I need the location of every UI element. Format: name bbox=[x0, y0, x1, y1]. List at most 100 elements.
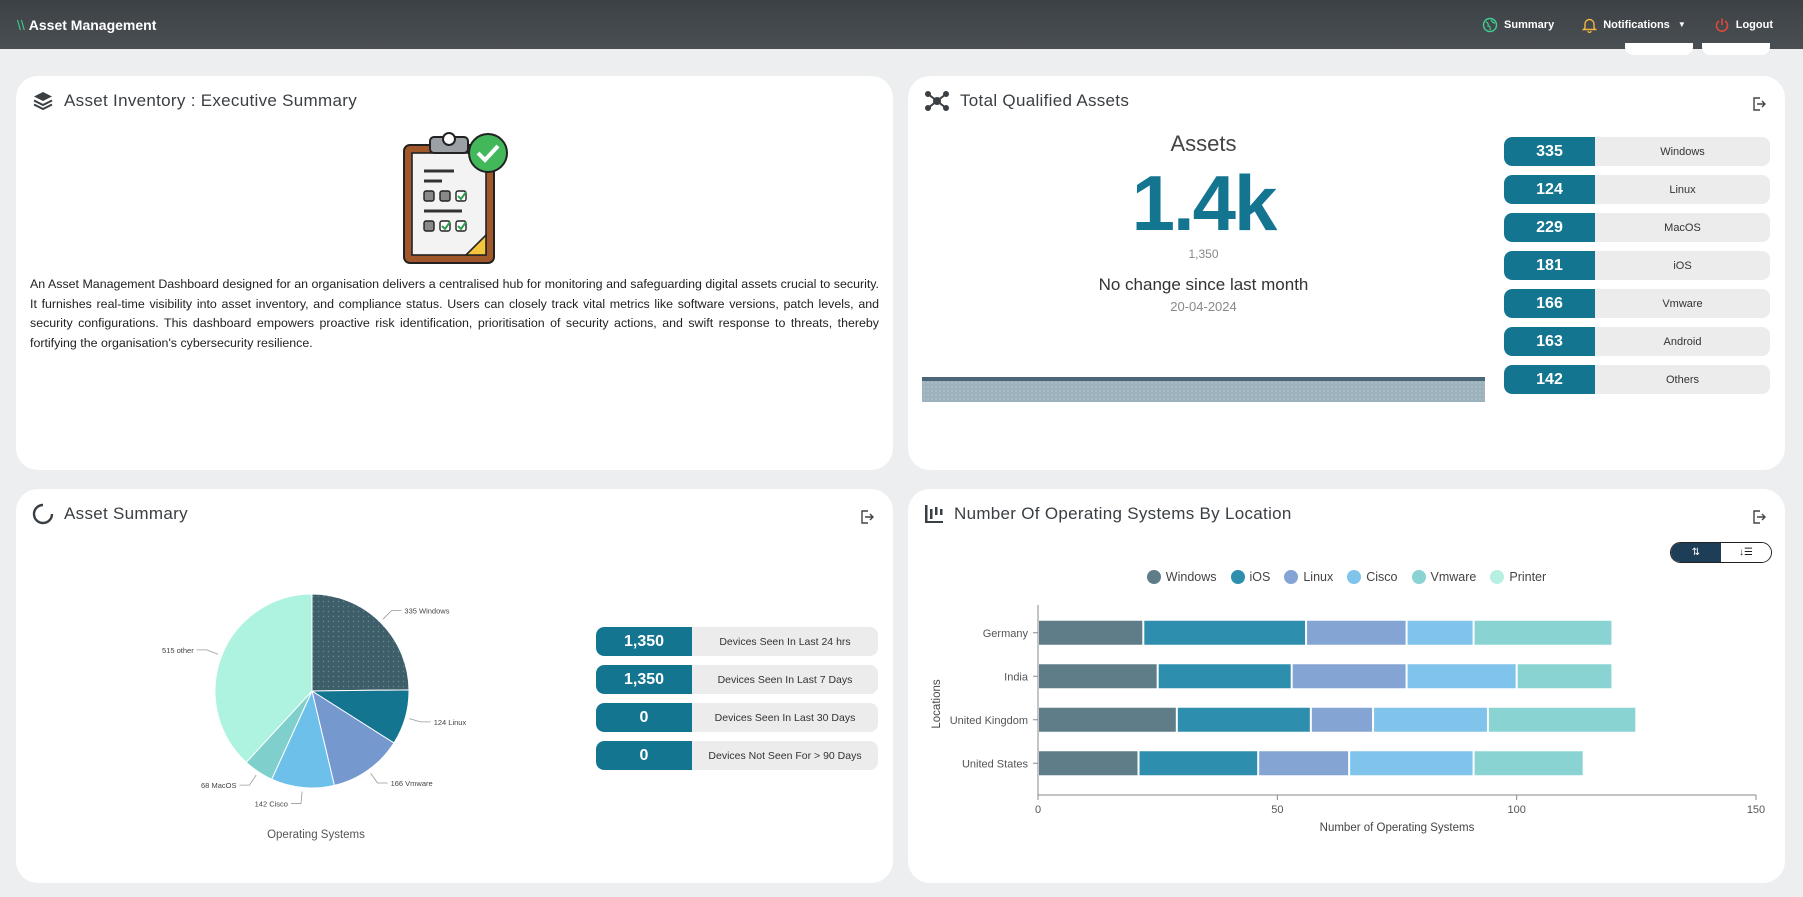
device-seen-list: 1,350 Devices Seen In Last 24 hrs 1,350 Dev… bbox=[596, 627, 878, 779]
notifications-label: Notifications bbox=[1603, 18, 1670, 31]
brand-logo-icon: \\ bbox=[17, 16, 25, 33]
bar-segment[interactable] bbox=[1177, 707, 1310, 732]
toolbar-button-2[interactable] bbox=[1702, 43, 1770, 55]
legend-dot bbox=[1284, 570, 1299, 584]
device-seen-row: 1,350 Devices Seen In Last 24 hrs bbox=[596, 627, 878, 656]
legend-entry[interactable]: Linux bbox=[1284, 570, 1333, 584]
device-seen-label: Devices Seen In Last 7 Days bbox=[717, 673, 853, 686]
legend-label: iOS bbox=[1249, 570, 1271, 584]
os-count-row: 163 Android bbox=[1504, 327, 1770, 356]
pie-slice[interactable] bbox=[214, 593, 313, 764]
os-count-label: Windows bbox=[1660, 145, 1705, 158]
executive-summary-header: Asset Inventory : Executive Summary bbox=[32, 90, 357, 112]
layers-icon bbox=[33, 92, 53, 111]
os-count-row: 142 Others bbox=[1504, 365, 1770, 394]
total-qualified-assets-card: Total Qualified Assets Assets 1.4k 1,350… bbox=[908, 76, 1785, 470]
legend-dot bbox=[1146, 570, 1161, 584]
qualified-assets-title: Total Qualified Assets bbox=[960, 91, 1130, 110]
pie-slice-label: 124 Linux bbox=[434, 718, 467, 727]
legend-entry[interactable]: iOS bbox=[1230, 570, 1271, 584]
os-count-row: 166 Vmware bbox=[1504, 289, 1770, 318]
bar-segment[interactable] bbox=[1474, 751, 1583, 776]
x-axis-title: Number of Operating Systems bbox=[1320, 822, 1475, 834]
assets-change-text: No change since last month bbox=[1098, 275, 1309, 294]
os-count-row: 181 iOS bbox=[1504, 251, 1770, 280]
pie-slice[interactable] bbox=[311, 689, 395, 786]
os-count-label: Android bbox=[1663, 335, 1702, 348]
sort-toggle[interactable]: ⇅ ↓☰ bbox=[1670, 542, 1772, 563]
app-title: Asset Management bbox=[28, 16, 157, 33]
bar-segment[interactable] bbox=[1158, 664, 1291, 689]
os-location-bar-chart: 0 50 100 150 Germany India United Kingdom Unite… bbox=[931, 605, 1765, 834]
bar-segment[interactable] bbox=[1374, 707, 1487, 732]
os-count-value: 335 bbox=[1504, 137, 1595, 166]
device-seen-value: 0 bbox=[596, 741, 692, 770]
y-tick-label: United States bbox=[962, 758, 1029, 770]
bar-segment[interactable] bbox=[1259, 751, 1349, 776]
notifications-dropdown[interactable]: Notifications ▼ bbox=[1582, 17, 1686, 33]
legend-dot bbox=[1490, 570, 1505, 584]
device-seen-value: 1,350 bbox=[596, 627, 692, 656]
bar-segment[interactable] bbox=[1039, 664, 1157, 689]
os-count-value: 181 bbox=[1504, 251, 1595, 280]
device-seen-row: 0 Devices Not Seen For > 90 Days bbox=[596, 741, 878, 770]
bar-segment[interactable] bbox=[1292, 664, 1406, 689]
chevron-down-icon: ▼ bbox=[1677, 20, 1686, 29]
bar-segment[interactable] bbox=[1144, 620, 1306, 645]
y-axis-title: Locations bbox=[931, 679, 943, 728]
legend-label: Vmware bbox=[1430, 570, 1477, 584]
bar-segment[interactable] bbox=[1307, 620, 1406, 645]
device-seen-label: Devices Seen In Last 24 hrs bbox=[719, 635, 851, 648]
os-count-row: 335 Windows bbox=[1504, 137, 1770, 166]
legend-entry[interactable]: Cisco bbox=[1347, 570, 1398, 584]
assets-kpi: Assets 1.4k 1,350 No change since last m… bbox=[922, 131, 1485, 314]
legend-entry[interactable]: Windows bbox=[1146, 570, 1217, 584]
network-hub-icon bbox=[925, 91, 949, 111]
legend-entry[interactable]: Printer bbox=[1490, 570, 1546, 584]
os-by-location-title: Number Of Operating Systems By Location bbox=[954, 504, 1292, 523]
pie-label-leader bbox=[196, 649, 219, 655]
bar-segment[interactable] bbox=[1039, 751, 1138, 776]
bar-segment[interactable] bbox=[1039, 707, 1176, 732]
brand[interactable]: \\ Asset Management bbox=[17, 17, 156, 33]
bar-segment[interactable] bbox=[1311, 707, 1373, 732]
logout-link[interactable]: Logout bbox=[1714, 17, 1773, 33]
os-by-location-header: Number Of Operating Systems By Location bbox=[924, 503, 1292, 525]
os-count-row: 124 Linux bbox=[1504, 175, 1770, 204]
bar-segment[interactable] bbox=[1350, 751, 1473, 776]
loading-circle-icon bbox=[32, 503, 54, 525]
x-tick-label: 0 bbox=[1035, 804, 1041, 816]
bar-segment[interactable] bbox=[1139, 751, 1258, 776]
pie-label-leader bbox=[239, 774, 257, 786]
export-icon[interactable] bbox=[1751, 96, 1767, 112]
device-seen-value: 0 bbox=[596, 703, 692, 732]
assets-exact-value: 1,350 bbox=[1188, 247, 1219, 261]
pie-slice-label: 142 Cisco bbox=[255, 799, 288, 808]
bar-segment[interactable] bbox=[1407, 620, 1473, 645]
bar-segment[interactable] bbox=[1488, 707, 1636, 732]
qualified-assets-header: Total Qualified Assets bbox=[924, 90, 1129, 112]
sort-descending-icon[interactable]: ⇅ bbox=[1671, 543, 1721, 562]
bar-segment[interactable] bbox=[1039, 620, 1143, 645]
legend-label: Windows bbox=[1165, 570, 1217, 584]
toolbar-button-1[interactable] bbox=[1625, 43, 1693, 55]
sort-list-icon[interactable]: ↓☰ bbox=[1721, 543, 1771, 562]
pie-label-leader bbox=[409, 718, 431, 723]
pie-slice-label: 166 Vmware bbox=[391, 779, 433, 788]
assets-trend-sparkline bbox=[922, 377, 1485, 402]
clipboard-check-icon bbox=[403, 132, 508, 264]
export-icon[interactable] bbox=[859, 509, 875, 525]
export-icon[interactable] bbox=[1751, 509, 1767, 525]
os-by-location-card: Number Of Operating Systems By Location … bbox=[908, 489, 1785, 883]
os-count-label: Others bbox=[1665, 373, 1699, 386]
asset-summary-header: Asset Summary bbox=[32, 503, 188, 525]
bar-segment[interactable] bbox=[1517, 664, 1612, 689]
pie-slice[interactable] bbox=[311, 593, 410, 692]
bar-segment[interactable] bbox=[1407, 664, 1516, 689]
device-seen-label: Devices Not Seen For > 90 Days bbox=[708, 749, 862, 762]
x-tick-label: 150 bbox=[1747, 804, 1765, 816]
summary-link[interactable]: Summary bbox=[1482, 17, 1554, 33]
bar-segment[interactable] bbox=[1474, 620, 1612, 645]
legend-label: Cisco bbox=[1366, 570, 1398, 584]
legend-entry[interactable]: Vmware bbox=[1411, 570, 1477, 584]
